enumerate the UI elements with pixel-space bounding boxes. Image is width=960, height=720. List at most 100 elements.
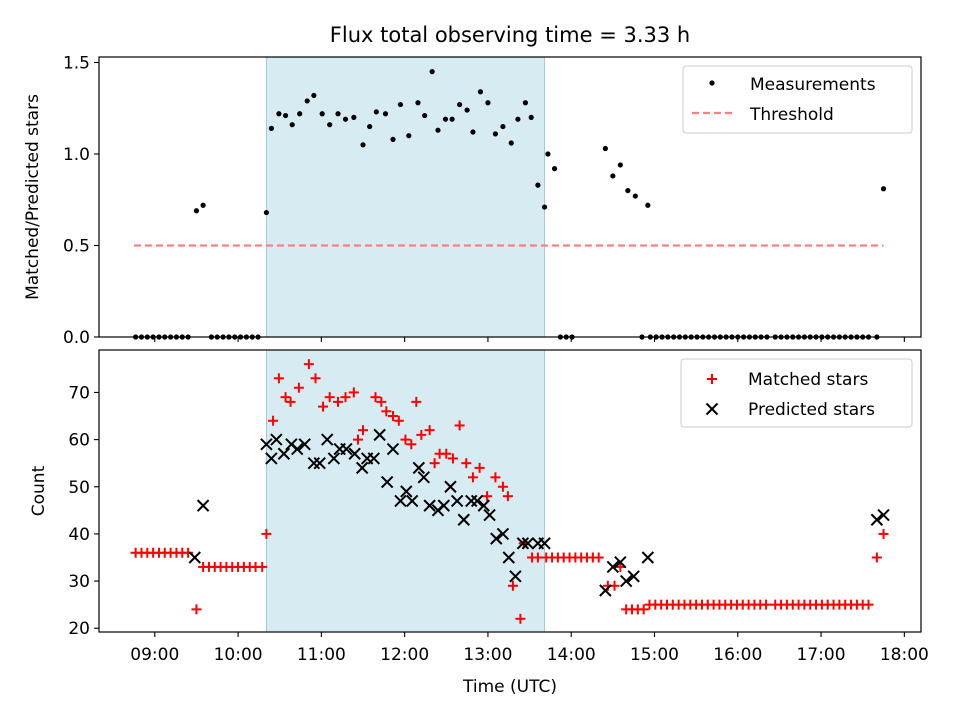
measurement-point: [382, 111, 389, 117]
matched-star-point: [467, 472, 478, 483]
measurement-point: [360, 142, 366, 148]
count-y-tick-label: 60: [68, 431, 90, 451]
measurement-point: [602, 145, 608, 152]
matched-star-point: [593, 552, 604, 563]
predicted-star-point: [367, 452, 381, 465]
predicted-star-point: [386, 442, 400, 456]
predicted-star-point: [641, 551, 655, 564]
predicted-star-point: [509, 570, 522, 583]
matched-star-point: [273, 373, 284, 384]
matched-star-point: [393, 415, 404, 426]
measurement-point: [193, 208, 200, 214]
measurement-point: [422, 112, 428, 119]
measurement-point: [535, 182, 541, 188]
matched-star-point: [280, 392, 291, 403]
predicted-star-point: [340, 442, 353, 456]
matched-star-point: [490, 472, 501, 483]
predicted-star-point: [313, 456, 326, 470]
matched-star-point: [441, 448, 452, 459]
matched-star-point: [303, 359, 314, 370]
predicted-star-point: [260, 438, 273, 451]
count-axes-frame: [98, 349, 922, 633]
predicted-star-point: [270, 433, 283, 446]
measurement-point: [464, 107, 470, 113]
matched-star-point: [454, 420, 465, 431]
predicted-star-point: [417, 471, 431, 484]
legend-cross-glyph: [705, 402, 719, 416]
measurement-point: [632, 193, 638, 199]
count-y-axis-label: Count: [29, 465, 49, 516]
matched-star-point: [261, 528, 272, 539]
legend-matched-label: Matched stars: [748, 370, 868, 390]
predicted-star-point: [490, 532, 503, 545]
x-tick-label: 18:00: [880, 645, 929, 665]
matched-star-point: [497, 481, 508, 492]
predicted-star-point: [380, 475, 394, 489]
predicted-star-point: [320, 433, 334, 446]
count-y-tick-label: 50: [68, 478, 90, 498]
matched-star-point: [348, 387, 359, 398]
measurement-point: [367, 123, 373, 130]
predicted-star-point: [496, 527, 510, 541]
matched-star-point: [183, 547, 194, 558]
x-tick-label: 10:00: [214, 645, 263, 665]
matched-star-point: [429, 458, 440, 469]
predicted-star-point: [470, 494, 484, 508]
predicted-star-point: [196, 499, 210, 512]
measurement-point: [645, 202, 651, 208]
predicted-star-point: [619, 574, 633, 588]
matched-star-point: [310, 373, 321, 384]
matched-star-point: [340, 392, 351, 403]
matched-star-point: [268, 415, 279, 426]
measurement-point: [442, 116, 449, 122]
matched-star-point: [416, 429, 427, 440]
matched-star-point: [411, 396, 422, 407]
predicted-star-point: [412, 461, 426, 475]
measurement-point: [541, 204, 548, 210]
matched-star-point: [878, 528, 889, 539]
predicted-star-point: [516, 537, 530, 550]
ratio-y-tick-label: 0.0: [63, 328, 90, 348]
predicted-star-point: [327, 452, 341, 465]
measurement-point: [492, 131, 499, 137]
predicted-star-point: [465, 494, 478, 508]
measurement-point: [415, 100, 421, 106]
predicted-star-point: [444, 480, 457, 493]
count-y-tick-label: 40: [68, 525, 90, 545]
measurement-point: [268, 125, 274, 131]
count-y-tick-label: 30: [68, 572, 90, 592]
predicted-star-point: [614, 556, 627, 569]
measurement-point: [289, 122, 295, 128]
predicted-star-point: [483, 508, 496, 522]
measurement-point: [625, 187, 631, 194]
ratio-y-tick-label: 1.5: [63, 53, 90, 73]
measurement-point: [477, 89, 484, 95]
legend-predicted-marker: [705, 402, 719, 416]
matched-star-point: [424, 425, 435, 436]
measurement-point: [880, 186, 887, 192]
matched-star-point: [293, 382, 304, 393]
measurement-point: [335, 111, 341, 117]
legend-measurements-marker: [709, 80, 715, 86]
matched-star-point: [461, 458, 472, 469]
predicted-star-point: [502, 551, 515, 564]
measurement-point: [545, 151, 551, 157]
measurement-point: [610, 173, 616, 179]
predicted-star-point: [606, 560, 620, 574]
x-tick-label: 13:00: [463, 645, 512, 665]
x-tick-label: 16:00: [713, 645, 762, 665]
measurement-point: [327, 122, 333, 128]
matched-star-point: [515, 613, 526, 624]
matched-star-point: [871, 552, 882, 563]
ratio-y-tick-label: 1.0: [63, 145, 90, 165]
predicted-star-point: [348, 447, 361, 460]
measurement-point: [500, 123, 506, 130]
count-y-tick-label: 20: [68, 619, 90, 639]
predicted-star-point: [291, 442, 304, 456]
predicted-star-point: [355, 461, 369, 475]
matched-star-point: [376, 396, 387, 407]
matched-star-point: [387, 411, 398, 422]
measurement-point: [522, 100, 529, 106]
predicted-star-point: [277, 447, 291, 460]
